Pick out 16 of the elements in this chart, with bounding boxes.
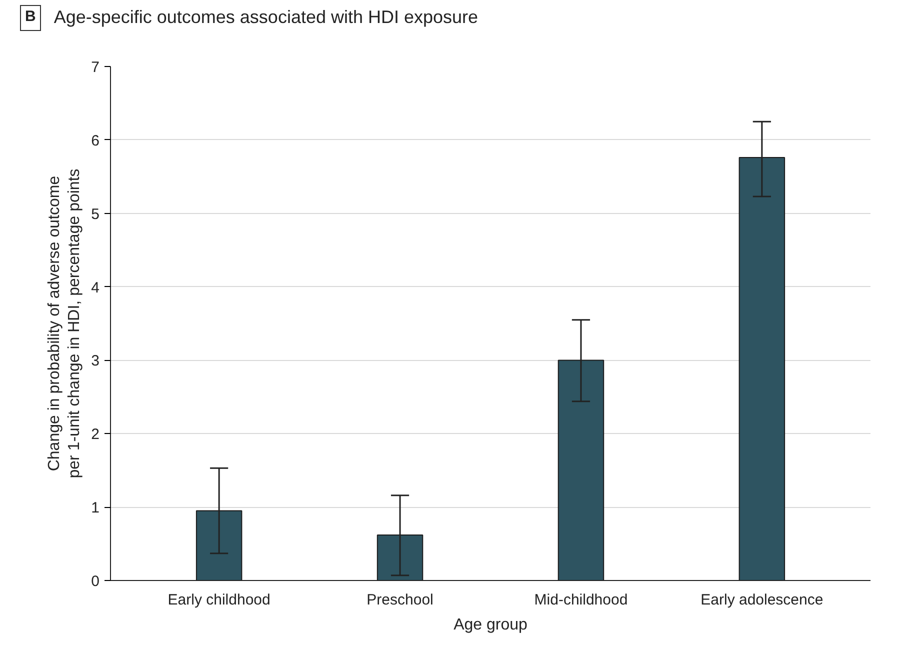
y-tick-label: 2 <box>91 426 100 443</box>
x-tick-label: Mid-childhood <box>534 591 628 608</box>
x-axis-title: Age group <box>454 616 528 634</box>
chart-title: Age-specific outcomes associated with HDI exposure <box>54 6 478 29</box>
y-tick-label: 1 <box>91 499 100 516</box>
y-tick-label: 4 <box>91 278 100 296</box>
y-tick-label: 3 <box>91 352 100 370</box>
x-tick-label: Early childhood <box>168 591 270 608</box>
text: B <box>25 7 36 27</box>
y-tick-label: 6 <box>91 132 100 150</box>
y-tick-label: 0 <box>91 572 100 590</box>
x-tick-label: Early adolescence <box>700 591 824 608</box>
y-axis-title: Change in probability of adverse outcome per 1-unit change in HDI, percentage points <box>46 168 84 478</box>
x-tick-label: Preschool <box>366 591 434 608</box>
y-tick-label: 5 <box>91 206 100 223</box>
y-tick-label: 7 <box>91 58 100 76</box>
